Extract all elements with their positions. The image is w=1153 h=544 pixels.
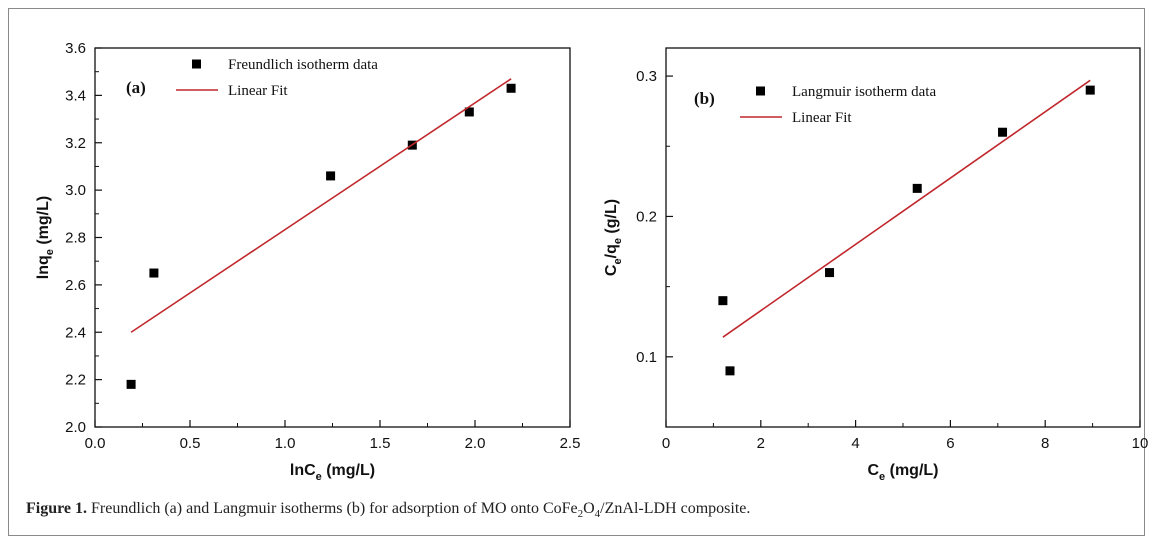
panel-a-y-tick-label: 2.0: [65, 419, 86, 436]
panel-a-x-tick-label: 0.5: [180, 435, 201, 452]
panel-a-axes-box: [94, 47, 571, 428]
panel-b-legend-point-swatch: [756, 86, 765, 96]
panel-a-y-tick-label: 2.2: [65, 372, 86, 389]
panel-a-data-point: [464, 107, 474, 117]
panel-b-x-tick-label: 4: [851, 435, 859, 452]
panel-a-y-axis-label-sub: e: [44, 249, 56, 255]
panel-a-legend: Freundlich isotherm data Linear Fit: [176, 57, 378, 99]
panel-b-data-point: [718, 296, 728, 306]
panel-a-legend-label: Freundlich isotherm data: [228, 57, 378, 73]
panel-b-y-tick-label: 0.3: [636, 68, 657, 85]
panel-a-x-tick-label: 1.5: [370, 435, 391, 452]
panel-b-x-tick-label: 8: [1041, 435, 1049, 452]
panel-a-y-axis-label-unit: (mg/L): [35, 196, 52, 249]
panel-a-data-point: [506, 83, 516, 93]
panel-b-data-point: [825, 268, 835, 278]
panel-b-fit-line: [722, 79, 1091, 338]
panel-b-x-tick-label: 10: [1132, 435, 1149, 452]
caption-text-before: Freundlich (a) and Langmuir isotherms (b…: [87, 500, 578, 517]
panel-b-y-axis-label: Ce/qe (g/L): [603, 199, 624, 276]
panel-b-data-point: [998, 127, 1008, 137]
panel-b-data-point: [725, 366, 735, 376]
panel-b-data-point: [1085, 85, 1095, 95]
panel-a-data-point: [326, 171, 336, 181]
panel-b-y-axis-label-main: C: [603, 264, 620, 276]
panel-b-x-tick-label: 0: [662, 435, 670, 452]
panel-b-y-tick-label: 0.1: [636, 349, 657, 366]
panel-b-x-tick-label: 2: [757, 435, 765, 452]
panel-b-y-axis-label-unit: (g/L): [603, 199, 620, 238]
panel-a-x-axis-label-unit: (mg/L): [322, 462, 375, 479]
panel-a-y-tick-label: 2.8: [65, 230, 86, 247]
panel-b-y-axis-label-sub2: e: [612, 238, 624, 244]
figure-frame: [8, 8, 1145, 536]
panel-a-fit-line: [130, 78, 512, 333]
panel-a: 0.0 0.5 1.0 1.5 2.0 2.5 2.0 2.2 2.4 2.6 2.8 3.0 3.2 3…: [35, 40, 580, 483]
panel-a-x-tick-label: 0.0: [85, 435, 106, 452]
panel-a-data-point: [149, 268, 159, 278]
panel-a-y-axis-label-main: lnq: [35, 255, 52, 279]
panel-b-x-axis-label-main: C: [867, 462, 879, 479]
panel-a-legend-label: Linear Fit: [228, 83, 288, 99]
panel-a-x-axis-label-sub: e: [316, 471, 322, 483]
panel-a-y-tick-label: 3.6: [65, 40, 86, 57]
panel-b-x-axis-label-sub: e: [879, 471, 885, 483]
panel-a-x-tick-label: 2.0: [465, 435, 486, 452]
caption-sub-1: 2: [577, 508, 584, 521]
panel-b-y-axis-label-mid: /q: [603, 244, 620, 258]
panel-a-y-tick-label: 3.0: [65, 182, 86, 199]
panel-a-y-tick-label: 3.4: [65, 87, 86, 104]
panel-b-x-axis-label: Ce (mg/L): [867, 462, 938, 483]
panel-b: 0 2 4 6 8 100.10.20.3Ce (mg/L)Ce/qe (g/L)(b) L…: [603, 47, 1149, 483]
figure-caption: Figure 1. Freundlich (a) and Langmuir is…: [26, 500, 1126, 520]
panel-a-x-tick-label: 1.0: [275, 435, 296, 452]
panel-a-y-tick-label: 3.2: [65, 135, 86, 152]
panel-a-data-point: [126, 379, 136, 389]
panel-b-y-axis-label-sub: e: [612, 258, 624, 264]
panel-b-y-tick-label: 0.2: [636, 208, 657, 225]
panel-b-label: (b): [694, 89, 715, 108]
panel-a-y-axis-label: lnqe (mg/L): [35, 196, 56, 279]
panel-b-legend-label: Langmuir isotherm data: [792, 84, 936, 100]
panel-b-x-axis-label-unit: (mg/L): [885, 462, 938, 479]
panel-a-x-axis-label-main: lnC: [290, 462, 316, 479]
caption-text-after: /ZnAl-LDH composite.: [600, 500, 751, 517]
caption-label: Figure 1.: [26, 500, 88, 517]
panel-a-y-tick-label: 2.6: [65, 277, 86, 294]
panel-a-x-tick-label: 2.5: [560, 435, 581, 452]
panel-b-axes-box: [665, 47, 1141, 428]
panel-b-data-point: [912, 183, 922, 193]
panel-b-legend-label: Linear Fit: [792, 110, 852, 126]
caption-sub-2: 4: [594, 508, 601, 521]
panel-b-legend: Langmuir isotherm data Linear Fit: [740, 84, 936, 126]
panel-b-x-tick-label: 6: [946, 435, 954, 452]
panel-a-x-axis-label: lnCe (mg/L): [290, 462, 375, 483]
caption-text-mid: O: [583, 500, 595, 517]
panel-a-legend-point-swatch: [192, 59, 201, 69]
panel-a-label: (a): [126, 78, 146, 97]
panel-a-y-tick-label: 2.4: [65, 324, 86, 341]
